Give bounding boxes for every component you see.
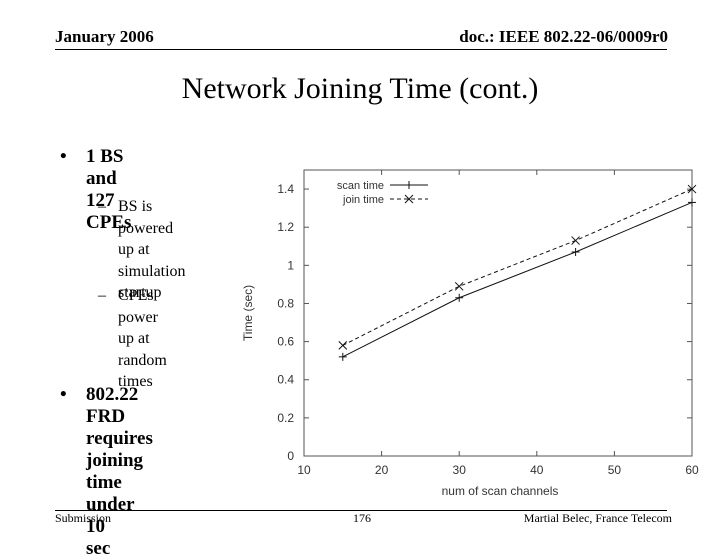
legend-label-scan-time: scan time — [337, 180, 384, 192]
x-tick-label: 20 — [375, 463, 389, 477]
series-line-scan-time — [342, 201, 693, 358]
bullet-2-text: 802.22 FRD requires joining time under 1… — [86, 384, 153, 559]
y-tick-label: 0.4 — [277, 373, 294, 387]
x-tick-label: 30 — [453, 463, 467, 477]
bullet-dot: • — [60, 146, 67, 167]
y-tick-label: 0.8 — [277, 296, 294, 310]
x-tick-label: 10 — [297, 463, 311, 477]
sub-bullet-dash: – — [98, 287, 106, 304]
y-axis-label: Time (sec) — [241, 285, 255, 341]
x-tick-label: 40 — [530, 463, 544, 477]
sub-bullet-2-text: CPEs power up at random times — [118, 287, 167, 390]
chart-legend: scan time join time — [337, 180, 428, 206]
header-date: January 2006 — [55, 27, 154, 46]
sub-bullet-dash: – — [98, 198, 106, 215]
data-point-join-time — [687, 184, 697, 194]
line-chart: 10 20 30 40 50 60 0 0.2 0.4 0.6 0.8 1 1.2 1.4 num of … — [241, 169, 699, 498]
legend-label-join-time: join time — [342, 194, 384, 206]
footer-author: Martial Belec, France Telecom — [523, 511, 672, 525]
series-line-join-time — [342, 188, 693, 346]
y-tick-label: 0 — [287, 449, 294, 463]
bullet-1-text: 1 BS and 127 CPEs — [86, 146, 132, 233]
y-tick-label: 1.4 — [277, 182, 294, 196]
header-divider — [55, 49, 667, 50]
data-point-join-time — [454, 281, 464, 291]
x-tick-label: 50 — [608, 463, 622, 477]
footer-submission: Submission — [55, 511, 112, 525]
footer-page-number: 176 — [353, 511, 371, 525]
plot-frame — [303, 169, 693, 457]
y-tick-label: 1 — [287, 258, 294, 272]
y-tick-label: 0.2 — [277, 411, 294, 425]
x-tick-label: 60 — [685, 463, 699, 477]
x-axis-label: num of scan channels — [442, 484, 559, 498]
slide-title: Network Joining Time (cont.) — [181, 72, 539, 105]
y-tick-label: 0.6 — [277, 335, 294, 349]
header-doc-id: doc.: IEEE 802.22-06/0009r0 — [459, 27, 668, 46]
y-tick-label: 1.2 — [277, 220, 294, 234]
data-point-join-time — [571, 236, 580, 245]
bullet-dot: • — [60, 384, 67, 405]
footer-divider — [55, 510, 667, 511]
sub-bullet-1-text: BS is powered up at simulation startup — [118, 198, 186, 301]
legend-marker-join-time — [404, 194, 414, 204]
data-point-join-time — [338, 341, 348, 350]
